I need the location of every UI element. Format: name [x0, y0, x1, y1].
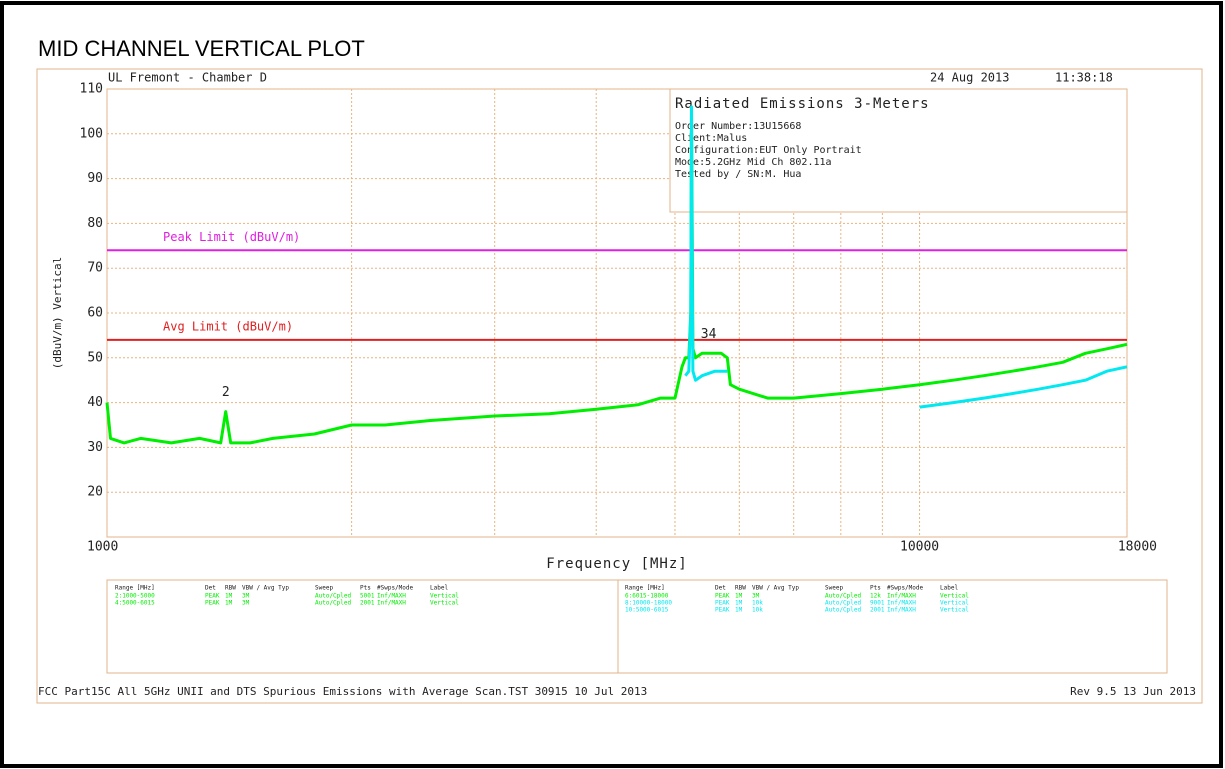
y-tick-label: 100 [80, 126, 103, 141]
settings-cell: 2:1000-5000 [115, 593, 155, 600]
settings-cell: Vertical [940, 607, 969, 614]
y-tick-label: 60 [87, 306, 103, 321]
y-axis-label: (dBuV/m) Vertical [51, 257, 64, 370]
settings-cell: Auto/Cpled [315, 600, 352, 607]
settings-header: Range [MHz] [115, 585, 155, 592]
inner-frame [36, 68, 1203, 704]
settings-header: Range [MHz] [625, 585, 665, 592]
x-tick-label: 1000 [87, 540, 118, 555]
x-tick-label: 18000 [1118, 540, 1157, 555]
settings-cell: Inf/MAXH [887, 607, 916, 614]
settings-box [106, 579, 1168, 674]
info-line: Order Number:13U15668 [675, 121, 801, 132]
settings-cell: 10k [752, 600, 763, 607]
y-tick-label: 50 [87, 350, 103, 365]
settings-header: Det [205, 585, 216, 592]
settings-header: Sweep [315, 585, 333, 592]
time: 11:38:18 [1055, 71, 1113, 85]
y-tick-label: 70 [87, 261, 103, 276]
limit-label: Peak Limit (dBuV/m) [163, 230, 300, 244]
settings-cell: 1M [225, 593, 233, 600]
x-axis-label: Frequency [MHz] [546, 556, 687, 572]
settings-header: Label [430, 585, 448, 592]
settings-cell: 2001 [360, 600, 375, 607]
settings-cell: 3M [242, 600, 250, 607]
settings-header: #Swps/Mode [377, 585, 414, 592]
date: 24 Aug 2013 [930, 71, 1009, 85]
y-tick-label: 80 [87, 216, 103, 231]
settings-cell: PEAK [205, 600, 220, 607]
settings-cell: Vertical [430, 600, 459, 607]
info-line: Configuration:EUT Only Portrait [675, 145, 862, 156]
settings-cell: Auto/Cpled [825, 607, 862, 614]
settings-cell: Inf/MAXH [887, 600, 916, 607]
settings-cell: 1M [225, 600, 233, 607]
settings-cell: Auto/Cpled [315, 593, 352, 600]
settings-cell: PEAK [715, 607, 730, 614]
settings-header: VBW / Avg Typ [752, 585, 799, 592]
y-tick-label: 30 [87, 440, 103, 455]
settings-cell: Vertical [430, 593, 459, 600]
settings-cell: 3M [242, 593, 250, 600]
limit-label: Avg Limit (dBuV/m) [163, 319, 293, 333]
site: UL Fremont - Chamber D [108, 71, 267, 85]
y-tick-label: 90 [87, 171, 103, 186]
y-tick-label: 20 [87, 485, 103, 500]
settings-header: Det [715, 585, 726, 592]
marker-label: 34 [701, 327, 717, 342]
settings-header: VBW / Avg Typ [242, 585, 289, 592]
y-tick-label: 40 [87, 395, 103, 410]
footer-left: FCC Part15C All 5GHz UNII and DTS Spurio… [38, 685, 647, 698]
settings-cell: Vertical [940, 600, 969, 607]
settings-cell: 1M [735, 593, 743, 600]
settings-cell: 3M [752, 593, 760, 600]
settings-header: Pts [360, 585, 371, 592]
info-box [669, 88, 1128, 213]
settings-cell: 4:5000-6015 [115, 600, 155, 607]
settings-cell: Auto/Cpled [825, 593, 862, 600]
settings-cell: 10k [752, 607, 763, 614]
settings-cell: PEAK [715, 600, 730, 607]
footer-right: Rev 9.5 13 Jun 2013 [1070, 685, 1196, 698]
trace [684, 105, 1128, 409]
settings-cell: Inf/MAXH [887, 593, 916, 600]
settings-cell: 5001 [360, 593, 375, 600]
settings-header: Label [940, 585, 958, 592]
info-line: Mode:5.2GHz Mid Ch 802.11a [675, 157, 832, 168]
settings-cell: 12k [870, 593, 881, 600]
settings-cell: Inf/MAXH [377, 600, 406, 607]
settings-header: RBW [735, 585, 746, 592]
settings-header: #Swps/Mode [887, 585, 924, 592]
settings-cell: 8:10000-18000 [625, 600, 672, 607]
settings-cell: Vertical [940, 593, 969, 600]
settings-cell: PEAK [715, 593, 730, 600]
settings-header: Pts [870, 585, 881, 592]
settings-cell: 2001 [870, 607, 885, 614]
info-line: Client:Malus [675, 133, 747, 144]
y-tick-label: 110 [80, 82, 103, 97]
settings-cell: 1M [735, 607, 743, 614]
settings-cell: 6:6015-18000 [625, 593, 669, 600]
settings-cell: 9001 [870, 600, 885, 607]
chart-title: MID CHANNEL VERTICAL PLOT [38, 36, 365, 61]
settings-cell: Auto/Cpled [825, 600, 862, 607]
settings-cell: PEAK [205, 593, 220, 600]
settings-header: Sweep [825, 585, 843, 592]
settings-cell: 1M [735, 600, 743, 607]
settings-header: RBW [225, 585, 236, 592]
info-heading: Radiated Emissions 3-Meters [675, 96, 930, 112]
info-line: Tested by / SN:M. Hua [675, 169, 801, 180]
marker-label: 2 [222, 385, 230, 400]
settings-cell: Inf/MAXH [377, 593, 406, 600]
settings-cell: 10:5000-6015 [625, 607, 669, 614]
x-tick-label: 10000 [900, 540, 939, 555]
